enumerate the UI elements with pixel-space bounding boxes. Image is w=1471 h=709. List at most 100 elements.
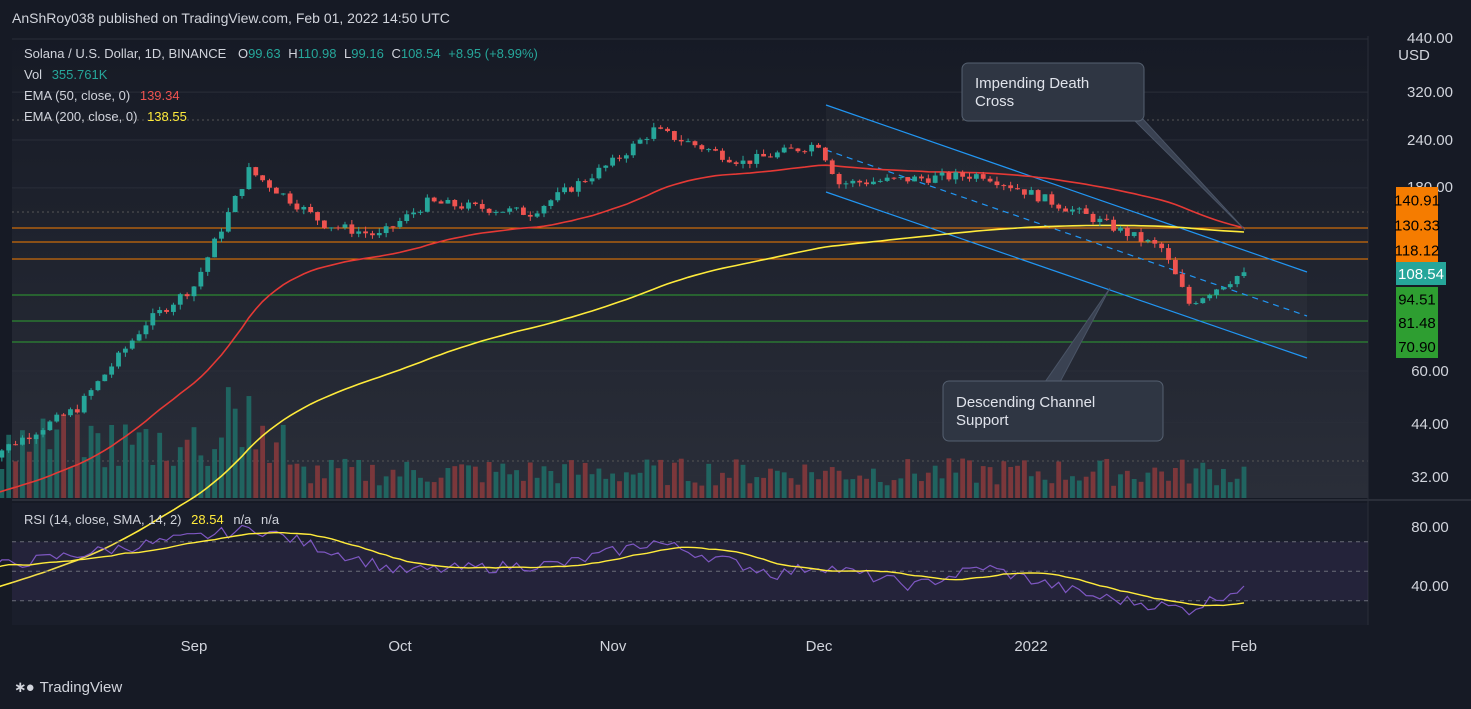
rsi-sma-line <box>0 531 1245 607</box>
volume-bar <box>541 466 547 498</box>
candle-body <box>301 206 307 210</box>
symbol-name[interactable]: Solana / U.S. Dollar, 1D, BINANCE <box>24 46 227 61</box>
candle-body <box>562 187 567 193</box>
volume-bar <box>1118 474 1123 498</box>
candle-body <box>1049 194 1055 205</box>
candle-body <box>177 294 183 305</box>
candle-body <box>68 409 73 416</box>
ema50-legend[interactable]: EMA (50, close, 0) 139.34 <box>24 88 180 103</box>
volume-bar <box>1227 482 1233 498</box>
volume-bar <box>13 461 18 498</box>
candle-body <box>1131 232 1137 237</box>
volume-bar <box>1076 480 1082 498</box>
volume-bar <box>411 470 417 498</box>
volume-bar <box>150 464 156 498</box>
candle-body <box>822 147 828 161</box>
x-tick-label: 2022 <box>1014 638 1047 655</box>
volume-bar <box>493 471 499 498</box>
candle-body <box>905 177 911 182</box>
volume-bar <box>644 459 650 498</box>
volume-bar <box>919 481 924 498</box>
level-label-bg <box>1396 212 1438 237</box>
volume-bar <box>665 485 670 498</box>
volume-bar <box>219 437 224 498</box>
candle-body <box>774 152 780 158</box>
candle-body <box>1008 185 1014 189</box>
brand-name: TradingView <box>39 678 123 696</box>
candle-body <box>438 201 444 204</box>
candle-body <box>699 145 705 150</box>
price-tick-label: 440.00 <box>1407 30 1453 47</box>
candle-body <box>136 334 142 341</box>
candle-body <box>864 182 869 185</box>
volume-bar <box>205 465 211 498</box>
candle-body <box>1193 303 1199 305</box>
volume-bar <box>246 396 252 498</box>
candle-body <box>370 233 375 236</box>
volume-bar <box>507 474 513 498</box>
volume-bar <box>891 480 897 498</box>
volume-bar <box>953 472 959 498</box>
candle-body <box>555 192 561 201</box>
volume-bar <box>1083 476 1089 498</box>
candle-body <box>534 213 540 217</box>
candle-body <box>829 160 835 175</box>
candle-body <box>232 195 238 213</box>
candle-body <box>1159 243 1165 249</box>
volume-bar <box>1063 479 1068 498</box>
price-tick-label: 60.00 <box>1411 363 1449 380</box>
volume-bar <box>452 466 458 498</box>
candle-body <box>1021 189 1027 195</box>
candle-body <box>116 352 121 367</box>
candle-body <box>1234 276 1240 285</box>
candle-body <box>884 177 890 181</box>
level-label-bg <box>1396 334 1438 358</box>
candle-body <box>1138 232 1144 242</box>
candle-body <box>850 180 856 184</box>
tradingview-brand[interactable]: ∗● TradingView <box>14 678 123 697</box>
candle-body <box>1152 240 1158 244</box>
volume-bar <box>685 481 691 498</box>
candle-body <box>356 231 362 234</box>
volume-bar <box>699 485 705 498</box>
volume-bar <box>1001 461 1007 498</box>
volume-bar <box>33 438 39 498</box>
candle-body <box>225 212 231 232</box>
level-label-bg <box>1396 187 1438 212</box>
volume-bar <box>315 465 320 498</box>
volume-bar <box>816 479 821 498</box>
volume-bar <box>287 464 293 498</box>
candle-body <box>569 187 574 192</box>
ema200-line <box>0 224 1245 588</box>
candle-body <box>472 202 478 205</box>
volume-bar <box>1021 460 1027 498</box>
volume-bar <box>212 449 217 498</box>
rsi-legend[interactable]: RSI (14, close, SMA, 14, 2) 28.54 n/a n/… <box>24 512 279 527</box>
rsi-label: RSI (14, close, SMA, 14, 2) <box>24 512 182 527</box>
candle-body <box>671 131 677 140</box>
candle-body <box>1214 289 1219 296</box>
volume-bar <box>81 457 87 498</box>
volume-bar <box>1035 471 1041 498</box>
volume-legend[interactable]: Vol 355.761K <box>24 67 107 82</box>
volume-bar <box>54 429 60 498</box>
candle-body <box>987 178 993 182</box>
candle-body <box>1028 190 1034 195</box>
volume-bar <box>925 472 931 498</box>
ema50-label: EMA (50, close, 0) <box>24 88 131 103</box>
volume-bar <box>1152 467 1158 498</box>
candle-body <box>287 193 293 204</box>
ema200-legend[interactable]: EMA (200, close, 0) 138.55 <box>24 109 187 124</box>
volume-bar <box>671 462 677 498</box>
candle-body <box>1104 218 1110 220</box>
level-label: 94.51 <box>1398 292 1436 309</box>
candle-body <box>321 220 327 229</box>
candle-body <box>610 157 616 166</box>
candle-body <box>1179 274 1185 287</box>
price-tick-label: 32.00 <box>1411 469 1449 486</box>
volume-bar <box>534 477 540 498</box>
volume-bar <box>651 465 657 498</box>
ema50-line <box>0 164 1245 493</box>
candle-body <box>466 202 471 209</box>
